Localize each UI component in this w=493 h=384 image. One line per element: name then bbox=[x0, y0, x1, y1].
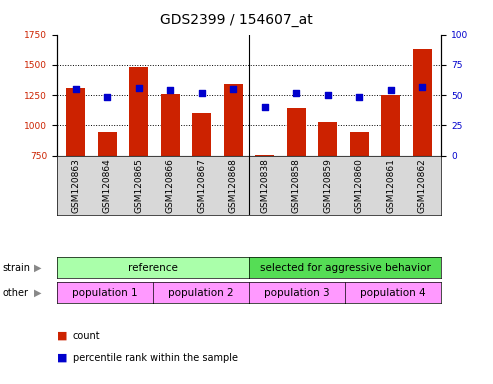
Text: strain: strain bbox=[2, 263, 31, 273]
Text: GSM120860: GSM120860 bbox=[355, 159, 364, 214]
Bar bbox=[224, 84, 243, 156]
Text: GSM120866: GSM120866 bbox=[166, 159, 175, 214]
Text: GDS2399 / 154607_at: GDS2399 / 154607_at bbox=[160, 13, 313, 27]
Point bbox=[261, 104, 269, 110]
Point bbox=[324, 92, 332, 98]
Text: reference: reference bbox=[128, 263, 178, 273]
Point bbox=[103, 94, 111, 101]
Bar bbox=[255, 155, 274, 156]
Text: GSM120865: GSM120865 bbox=[134, 159, 143, 214]
Text: GSM120862: GSM120862 bbox=[418, 159, 427, 213]
Text: GSM120861: GSM120861 bbox=[387, 159, 395, 214]
Bar bbox=[413, 49, 432, 156]
Bar bbox=[287, 108, 306, 156]
Point bbox=[387, 87, 395, 93]
Point bbox=[419, 83, 426, 89]
Point bbox=[355, 94, 363, 101]
Bar bbox=[192, 113, 211, 156]
Text: selected for aggressive behavior: selected for aggressive behavior bbox=[260, 263, 430, 273]
Point bbox=[135, 85, 142, 91]
Text: percentile rank within the sample: percentile rank within the sample bbox=[73, 353, 238, 363]
Bar bbox=[350, 132, 369, 156]
Text: ■: ■ bbox=[57, 331, 67, 341]
Text: ■: ■ bbox=[57, 353, 67, 363]
Text: population 1: population 1 bbox=[72, 288, 138, 298]
Bar bbox=[382, 95, 400, 156]
Text: ▶: ▶ bbox=[34, 288, 41, 298]
Text: population 2: population 2 bbox=[168, 288, 234, 298]
Text: GSM120868: GSM120868 bbox=[229, 159, 238, 214]
Bar bbox=[129, 67, 148, 156]
Text: population 4: population 4 bbox=[360, 288, 426, 298]
Text: GSM120863: GSM120863 bbox=[71, 159, 80, 214]
Text: other: other bbox=[2, 288, 29, 298]
Text: GSM120858: GSM120858 bbox=[292, 159, 301, 214]
Text: GSM120867: GSM120867 bbox=[197, 159, 206, 214]
Bar bbox=[66, 88, 85, 156]
Point bbox=[198, 89, 206, 96]
Text: GSM120838: GSM120838 bbox=[260, 159, 269, 214]
Point bbox=[71, 86, 79, 92]
Bar bbox=[98, 132, 116, 156]
Text: ▶: ▶ bbox=[34, 263, 41, 273]
Point bbox=[292, 89, 300, 96]
Text: GSM120859: GSM120859 bbox=[323, 159, 332, 214]
Point bbox=[166, 87, 174, 93]
Text: population 3: population 3 bbox=[264, 288, 330, 298]
Text: GSM120864: GSM120864 bbox=[103, 159, 111, 213]
Bar bbox=[161, 94, 179, 156]
Point bbox=[229, 86, 237, 92]
Bar bbox=[318, 122, 337, 156]
Text: count: count bbox=[73, 331, 101, 341]
